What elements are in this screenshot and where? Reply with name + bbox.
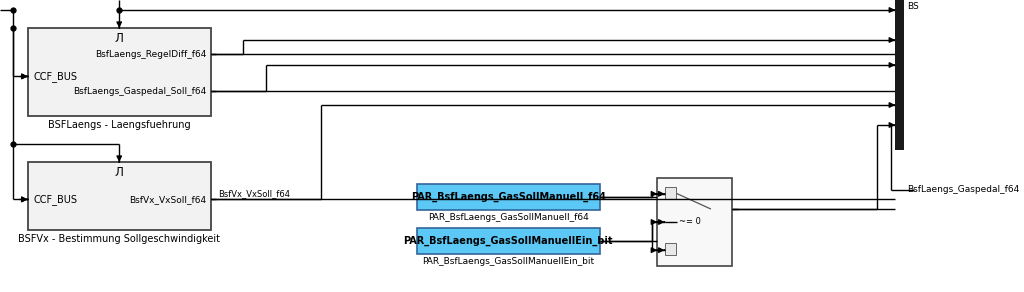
Bar (665, 187, 676, 199)
Bar (417, 228, 600, 254)
Text: PAR_BsfLaengs_GasSollManuell_f64: PAR_BsfLaengs_GasSollManuell_f64 (428, 213, 589, 222)
Text: CCF_BUS: CCF_BUS (33, 194, 77, 205)
Text: BsfLaengs_Gaspedal_f64: BsfLaengs_Gaspedal_f64 (907, 185, 1019, 194)
Bar (28, 28, 211, 116)
Text: ~= 0: ~= 0 (679, 218, 701, 227)
Text: Л: Л (115, 166, 124, 179)
Text: BsfVx_VxSoll_f64: BsfVx_VxSoll_f64 (218, 190, 290, 198)
Text: PAR_BsfLaengs_GasSollManuellEin_bit: PAR_BsfLaengs_GasSollManuellEin_bit (422, 257, 594, 266)
Bar (665, 243, 676, 255)
Text: BsfLaengs_Gaspedal_Soll_f64: BsfLaengs_Gaspedal_Soll_f64 (73, 87, 206, 96)
Text: PAR_BsfLaengs_GasSollManuellEin_bit: PAR_BsfLaengs_GasSollManuellEin_bit (403, 236, 613, 246)
Text: Л: Л (115, 32, 124, 45)
Bar (28, 162, 211, 230)
Text: BsfVx_VxSoll_f64: BsfVx_VxSoll_f64 (129, 195, 206, 204)
Text: BsfLaengs_RegelDiff_f64: BsfLaengs_RegelDiff_f64 (95, 50, 206, 59)
Bar (895, 0, 904, 150)
Bar (417, 184, 600, 210)
Text: BS: BS (907, 2, 919, 11)
Text: BSFLaengs - Laengsfuehrung: BSFLaengs - Laengsfuehrung (48, 120, 190, 130)
Text: PAR_BsfLaengs_GasSollManuell_f64: PAR_BsfLaengs_GasSollManuell_f64 (411, 192, 605, 202)
Text: BSFVx - Bestimmung Sollgeschwindigkeit: BSFVx - Bestimmung Sollgeschwindigkeit (18, 234, 220, 244)
Bar (657, 178, 732, 266)
Text: CCF_BUS: CCF_BUS (33, 71, 77, 82)
